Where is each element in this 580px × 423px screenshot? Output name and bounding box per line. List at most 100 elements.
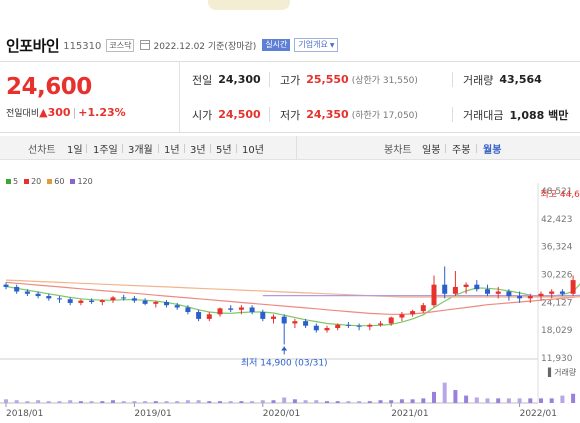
divider — [452, 107, 453, 122]
candle-body — [57, 298, 62, 300]
candle-body — [260, 312, 266, 319]
volume-bar — [218, 401, 222, 403]
divider — [445, 144, 446, 153]
high-value: 25,550 — [306, 73, 349, 86]
candle-body — [46, 296, 52, 299]
period-daily[interactable]: 일봉 — [422, 145, 441, 156]
candle-body — [67, 299, 73, 303]
volume-bar — [453, 390, 458, 403]
volume-bar — [36, 400, 41, 403]
period-monthly[interactable]: 월봉 — [483, 145, 502, 156]
price-chart[interactable]: 48,521 42,423 36,324 30,226 24,127 18,029 11,9… — [0, 160, 580, 423]
period-1w[interactable]: 1주일 — [93, 145, 118, 156]
current-price-cell: 24,600 전일대비▲300 | +1.23% — [0, 62, 180, 132]
candle-body — [217, 308, 223, 315]
volume-bar — [378, 400, 383, 403]
volume-bar — [496, 398, 501, 403]
volume-bar — [271, 400, 276, 403]
divider — [296, 136, 297, 160]
line-chart-label: 선차트 — [28, 145, 56, 156]
candle-body — [281, 316, 287, 324]
volume-bar — [303, 400, 308, 403]
volume-bar — [89, 401, 94, 403]
volume-bar — [549, 398, 554, 403]
divider — [236, 144, 237, 153]
legend-label: 60 — [54, 177, 65, 186]
candle-body — [570, 280, 576, 294]
candle-body — [452, 286, 458, 294]
min-arrow-head — [281, 346, 288, 351]
period-3y[interactable]: 3년 — [190, 145, 206, 156]
volume-bar — [111, 400, 115, 403]
divider — [184, 144, 185, 153]
candle-body — [292, 321, 298, 324]
volume-bar — [175, 401, 180, 403]
volume-bar — [292, 399, 297, 403]
candle-body — [78, 300, 84, 303]
amount-cell: 거래대금 1,088 백만 — [463, 97, 568, 132]
volume-bar — [432, 391, 436, 403]
period-3m[interactable]: 3개월 — [128, 145, 153, 156]
candle-body — [303, 321, 309, 326]
legend-swatch — [24, 179, 30, 184]
period-1d[interactable]: 1일 — [67, 145, 83, 156]
candle-body — [345, 324, 351, 326]
candle-body — [517, 296, 523, 299]
company-overview-button[interactable]: 기업개요 ▼ — [294, 38, 339, 52]
max-price-label: 최고 44,600 (07/29) — [540, 189, 580, 200]
legend-label: 5 — [13, 177, 19, 186]
ma-legend: 5 20 60 120 — [6, 177, 99, 186]
period-5y[interactable]: 5년 — [216, 145, 232, 156]
volume-bar — [282, 397, 287, 403]
volume-bar — [560, 395, 565, 403]
chevron-down-icon: ▼ — [329, 42, 335, 49]
volume-bar — [539, 398, 543, 403]
candle-body — [238, 307, 244, 310]
volume-bar — [57, 401, 62, 403]
candle-body — [559, 291, 565, 294]
period-10y[interactable]: 10년 — [242, 145, 264, 156]
volume-bar — [474, 397, 479, 403]
stock-title-row: 인포바인 115310 코스닥 2022.12.02 기준(장마감) 실시간 기… — [6, 35, 339, 55]
volume-bar — [485, 398, 490, 403]
divider — [476, 144, 477, 153]
volume-bar — [367, 401, 372, 403]
low-cell: 저가 24,350 (하한가 17,050) — [280, 97, 418, 132]
volume-label: 거래량 — [463, 73, 494, 87]
candle-body — [527, 296, 533, 299]
candle-body — [89, 300, 95, 303]
min-price-label: 최저 14,900 (03/31) — [241, 357, 328, 368]
up-arrow-icon: ▲ — [39, 106, 48, 119]
candle-body — [206, 314, 212, 319]
period-weekly[interactable]: 주봉 — [452, 145, 471, 156]
volume-bar — [121, 401, 126, 403]
volume-bar — [571, 393, 576, 403]
volume-bar — [528, 398, 533, 403]
realtime-button[interactable]: 실시간 — [262, 39, 291, 51]
x-tick-label: 2018/01 — [6, 409, 43, 419]
ma5-line — [5, 283, 580, 327]
open-cell: 시가 24,500 — [192, 97, 261, 132]
legend-ma60: 60 — [47, 177, 64, 186]
period-1y[interactable]: 1년 — [164, 145, 180, 156]
change-value: 300 — [47, 106, 71, 119]
candle-body — [99, 300, 105, 303]
candle-body — [271, 316, 276, 319]
volume-bar — [164, 401, 169, 403]
legend-swatch — [70, 179, 76, 184]
volume-bar — [506, 398, 511, 403]
volume-bar — [421, 398, 426, 403]
candle-body — [506, 291, 512, 297]
volume-bar — [399, 399, 404, 403]
calendar-icon — [140, 40, 151, 50]
candle-body — [463, 284, 469, 287]
legend-label: 20 — [31, 177, 42, 186]
high-limit: (상한가 31,550) — [351, 76, 418, 86]
candle-body — [196, 312, 202, 319]
candle-body — [142, 300, 148, 304]
y-tick-label: 11,930 — [541, 354, 573, 364]
volume-cell: 거래량 43,564 — [463, 62, 542, 97]
candle-body — [378, 323, 383, 325]
change-rate: +1.23% — [78, 106, 126, 119]
open-label: 시가 — [192, 108, 213, 122]
